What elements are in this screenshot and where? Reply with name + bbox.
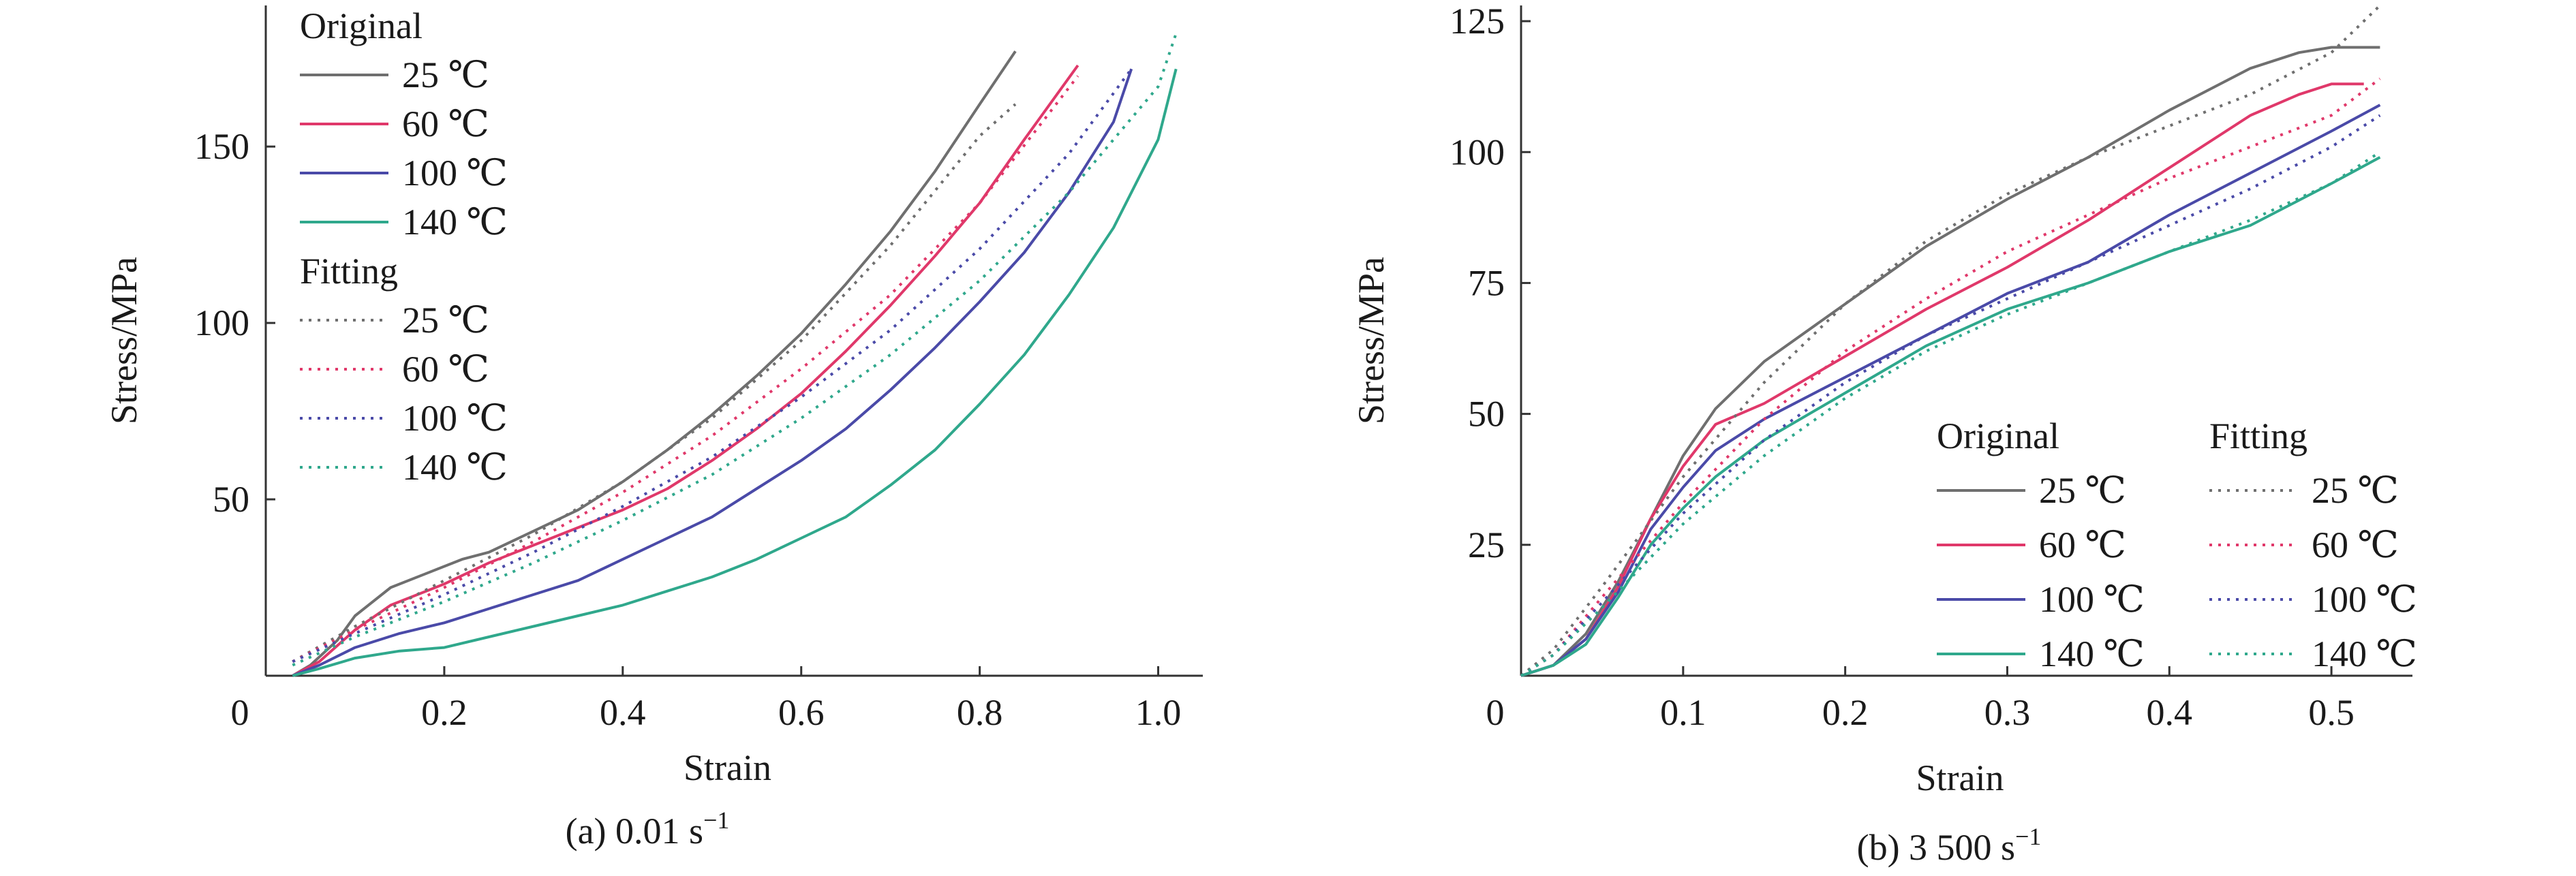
y-tick-label: 100 [194, 302, 249, 343]
x-tick-label: 0 [231, 692, 249, 733]
y-tick-label: 75 [1468, 262, 1505, 303]
legend-title-original: Original [1937, 416, 2059, 456]
legend-label: 25 ℃ [402, 300, 489, 341]
chart-panel-a: 0 0.2 0.4 0.6 0.8 1.0 50 100 150 Strain Stress/MPa… [104, 5, 1203, 851]
series-line-fitting-7 [292, 33, 1178, 667]
y-tick-label: 50 [1468, 394, 1505, 435]
legend-label: 140 ℃ [402, 447, 508, 488]
y-tick-label: 25 [1468, 525, 1505, 565]
series-line-original-3 [1520, 156, 2381, 677]
x-tick-label: 0.1 [1660, 692, 1706, 733]
x-tick-label: 0.6 [778, 692, 825, 733]
legend-label: 100 ℃ [2039, 579, 2145, 620]
legend-label: 100 ℃ [402, 398, 508, 439]
legend-label: 25 ℃ [2312, 470, 2399, 511]
x-tick-label: 0.5 [2308, 692, 2355, 733]
chart-panel-b: 0 0.1 0.2 0.3 0.4 0.5 25 50 75 100 125 Strain Stress… [1351, 1, 2417, 868]
legend-label: 100 ℃ [402, 153, 508, 193]
series-line-fitting-5 [1520, 78, 2381, 677]
y-tick-label: 150 [194, 126, 249, 167]
series-line-fitting-6 [1520, 114, 2381, 677]
series-line-original-1 [292, 64, 1079, 677]
series-line-fitting-4 [1520, 4, 2381, 677]
panel-caption: (a) 0.01 s−1 [566, 807, 730, 851]
y-tick-label: 50 [213, 479, 249, 520]
legend-title-original: Original [300, 5, 423, 46]
legend-label: 60 ℃ [2039, 525, 2126, 565]
series-line-original-0 [1520, 46, 2380, 677]
x-tick-label: 0.4 [600, 692, 646, 733]
series-line-original-3 [292, 68, 1178, 677]
panel-caption-superscript: −1 [703, 807, 729, 834]
panel-caption-superscript: −1 [2015, 823, 2041, 850]
legend-title-fitting: Fitting [300, 251, 398, 292]
x-axis-label: Strain [1916, 757, 2004, 798]
y-tick-label: 100 [1450, 131, 1505, 172]
x-tick-label: 0 [1486, 692, 1505, 733]
x-tick-label: 0.8 [957, 692, 1003, 733]
legend-label: 60 ℃ [402, 349, 489, 390]
series-line-original-2 [292, 68, 1133, 677]
x-axis-label: Strain [684, 747, 771, 788]
y-axis-label: Stress/MPa [104, 257, 144, 424]
legend-label: 140 ℃ [402, 202, 508, 243]
legend-label: 60 ℃ [2312, 525, 2399, 565]
legend-title-fitting: Fitting [2209, 416, 2307, 456]
series-line-fitting-6 [292, 68, 1133, 663]
series-line-fitting-7 [1520, 151, 2381, 677]
series-line-original-0 [292, 50, 1017, 677]
legend-label: 140 ℃ [2039, 633, 2145, 674]
legend-label: 100 ℃ [2312, 579, 2417, 620]
x-tick-label: 0.4 [2147, 692, 2193, 733]
y-tick-label: 125 [1450, 1, 1505, 42]
panel-caption-label: (b) 3 500 s [1857, 827, 2015, 868]
panel-caption: (b) 3 500 s−1 [1857, 823, 2042, 868]
series-line-original-2 [1520, 104, 2381, 677]
legend-label: 25 ℃ [402, 54, 489, 95]
legend-label: 140 ℃ [2312, 633, 2417, 674]
series-line-original-1 [1520, 82, 2364, 677]
legend-label: 25 ℃ [2039, 470, 2126, 511]
x-tick-label: 0.2 [421, 692, 467, 733]
y-axis-label: Stress/MPa [1351, 257, 1392, 424]
x-tick-label: 0.3 [1984, 692, 2031, 733]
x-tick-label: 0.2 [1822, 692, 1869, 733]
x-tick-label: 1.0 [1135, 692, 1182, 733]
legend-label: 60 ℃ [402, 104, 489, 144]
panel-caption-label: (a) 0.01 s [566, 811, 703, 851]
series-line-fitting-4 [292, 103, 1017, 663]
